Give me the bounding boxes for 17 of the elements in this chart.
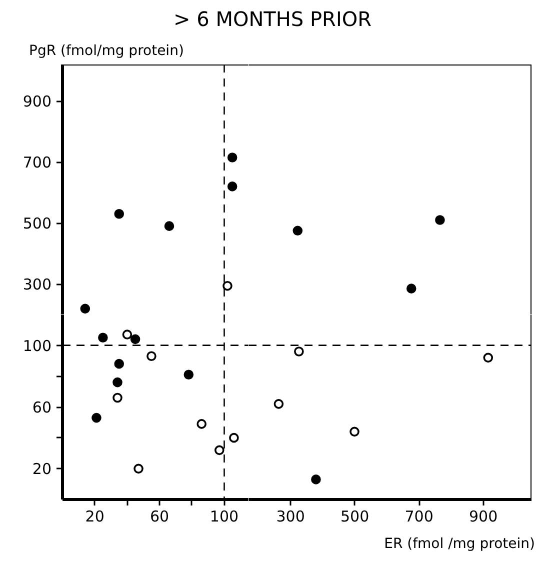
x-tick-label: 100 <box>210 508 239 526</box>
x-axis-title: ER (fmol /mg protein) <box>384 535 535 554</box>
x-tick-label: 700 <box>404 508 434 526</box>
y-tick-label: 100 <box>22 336 52 355</box>
y-axis-title: PgR (fmol/mg protein) <box>29 42 184 61</box>
chart-title: > 6 MONTHS PRIOR <box>174 6 372 33</box>
x-tick-label: 300 <box>276 508 305 526</box>
x-tick-label: 500 <box>340 508 370 526</box>
x-tick-label: 20 <box>85 508 104 526</box>
y-tick-label: 700 <box>22 154 52 172</box>
y-tick-label: 300 <box>22 276 52 294</box>
y-tick-label: 60 <box>32 398 52 416</box>
x-tick-label: 900 <box>469 508 498 526</box>
y-tick-label: 20 <box>32 460 52 478</box>
x-tick-label: 60 <box>150 508 170 526</box>
y-tick-label: 500 <box>22 214 52 233</box>
y-tick-label: 900 <box>22 92 52 111</box>
